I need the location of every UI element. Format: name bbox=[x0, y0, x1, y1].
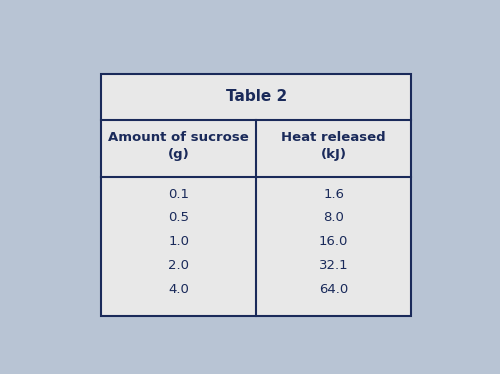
Text: 0.5: 0.5 bbox=[168, 211, 189, 224]
Text: Heat released: Heat released bbox=[282, 131, 386, 144]
Text: 16.0: 16.0 bbox=[319, 235, 348, 248]
Text: 1.6: 1.6 bbox=[323, 187, 344, 200]
Text: 8.0: 8.0 bbox=[324, 211, 344, 224]
Bar bbox=[101, 74, 411, 316]
Text: 4.0: 4.0 bbox=[168, 283, 189, 296]
Text: 2.0: 2.0 bbox=[168, 259, 189, 272]
Text: (kJ): (kJ) bbox=[321, 148, 347, 161]
Text: Amount of sucrose: Amount of sucrose bbox=[108, 131, 249, 144]
Text: 1.0: 1.0 bbox=[168, 235, 189, 248]
Text: 32.1: 32.1 bbox=[319, 259, 348, 272]
Text: (g): (g) bbox=[168, 148, 190, 161]
Text: Table 2: Table 2 bbox=[226, 89, 287, 104]
Text: 0.1: 0.1 bbox=[168, 187, 189, 200]
Text: 64.0: 64.0 bbox=[319, 283, 348, 296]
